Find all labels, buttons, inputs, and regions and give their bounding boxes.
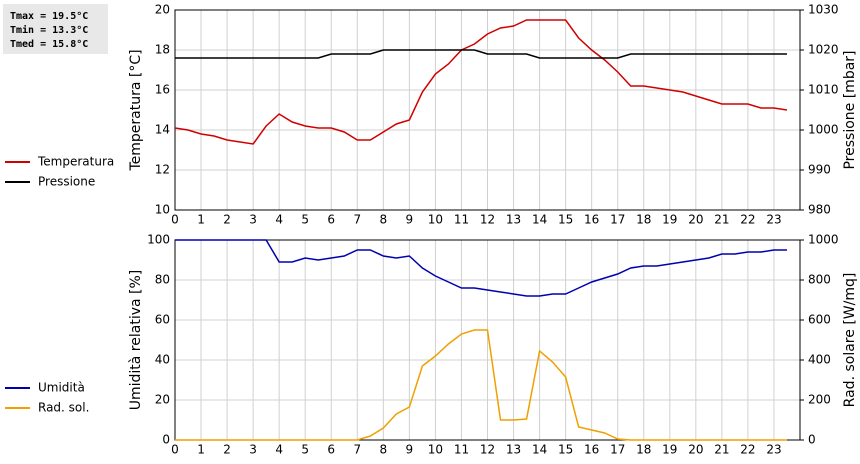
x-tick-label: 3 (249, 213, 257, 227)
y-tick-label: 14 (155, 123, 170, 137)
x-tick-label: 3 (249, 443, 257, 457)
y2-axis-title: Pressione [mbar] (842, 50, 858, 169)
series-line (175, 329, 787, 441)
y-tick-label: 16 (155, 83, 170, 97)
legend-label: Temperatura (37, 155, 114, 169)
y2-tick-label: 1020 (808, 43, 839, 57)
x-tick-label: 18 (636, 213, 651, 227)
x-tick-label: 0 (171, 443, 179, 457)
y-tick-label: 100 (147, 233, 170, 247)
y-tick-label: 20 (155, 393, 170, 407)
x-tick-label: 15 (558, 213, 573, 227)
x-tick-label: 23 (766, 443, 781, 457)
legend-label: Rad. sol. (38, 401, 89, 415)
x-tick-label: 1 (197, 443, 205, 457)
x-tick-label: 17 (610, 213, 625, 227)
x-tick-label: 4 (275, 213, 283, 227)
x-tick-label: 8 (380, 213, 388, 227)
x-tick-label: 22 (740, 443, 755, 457)
stat-text: Tmin = 13.3°C (10, 24, 88, 36)
series-line (175, 239, 787, 297)
x-tick-label: 21 (714, 213, 729, 227)
stat-text: Tmax = 19.5°C (10, 11, 88, 22)
y2-tick-label: 200 (808, 393, 831, 407)
x-tick-label: 15 (558, 443, 573, 457)
x-tick-label: 0 (171, 213, 179, 227)
x-tick-label: 13 (506, 213, 521, 227)
y-tick-label: 40 (155, 353, 170, 367)
y-tick-label: 20 (155, 3, 170, 17)
x-tick-label: 17 (610, 443, 625, 457)
y2-tick-label: 800 (808, 273, 831, 287)
y2-tick-label: 980 (808, 203, 831, 217)
y-axis-title: Temperatura [°C] (128, 49, 144, 171)
x-tick-label: 11 (454, 213, 469, 227)
plot-frame (174, 9, 801, 211)
y-axis-title: Umidità relativa [%] (128, 270, 144, 411)
plot-frame (174, 239, 801, 441)
y2-tick-label: 1010 (808, 83, 839, 97)
x-tick-label: 7 (353, 443, 361, 457)
series-line (174, 19, 788, 145)
x-tick-label: 20 (688, 213, 703, 227)
x-tick-label: 11 (454, 443, 469, 457)
x-tick-label: 4 (275, 443, 283, 457)
x-tick-label: 14 (532, 443, 547, 457)
x-tick-label: 14 (532, 213, 547, 227)
x-tick-label: 21 (714, 443, 729, 457)
x-tick-label: 9 (406, 443, 414, 457)
x-tick-label: 23 (766, 213, 781, 227)
x-tick-label: 1 (197, 213, 205, 227)
x-tick-label: 9 (406, 213, 414, 227)
x-tick-label: 22 (740, 213, 755, 227)
x-tick-label: 16 (584, 213, 599, 227)
y2-tick-label: 1000 (808, 233, 839, 247)
y2-tick-label: 400 (808, 353, 831, 367)
y2-tick-label: 1000 (808, 123, 839, 137)
x-tick-label: 20 (688, 443, 703, 457)
x-tick-label: 12 (480, 443, 495, 457)
series-line (175, 49, 787, 59)
y2-tick-label: 1030 (808, 3, 839, 17)
x-tick-label: 13 (506, 443, 521, 457)
x-tick-label: 6 (327, 213, 335, 227)
y-tick-label: 80 (155, 273, 170, 287)
x-tick-label: 18 (636, 443, 651, 457)
x-tick-label: 10 (428, 443, 443, 457)
x-tick-label: 12 (480, 213, 495, 227)
stats-box (3, 4, 108, 54)
legend-label: Pressione (38, 175, 95, 189)
x-tick-label: 19 (662, 443, 677, 457)
x-tick-label: 16 (584, 443, 599, 457)
x-tick-label: 19 (662, 213, 677, 227)
stat-text: Tmed = 15.8°C (10, 39, 88, 50)
x-tick-label: 7 (353, 213, 361, 227)
y2-tick-label: 600 (808, 313, 831, 327)
y2-tick-label: 990 (808, 163, 831, 177)
y2-tick-label: 0 (808, 433, 816, 447)
x-tick-label: 10 (428, 213, 443, 227)
x-tick-label: 6 (327, 443, 335, 457)
y-tick-label: 0 (162, 433, 170, 447)
x-tick-label: 5 (301, 213, 309, 227)
y-tick-label: 18 (155, 43, 170, 57)
y-tick-label: 12 (155, 163, 170, 177)
x-tick-label: 2 (223, 213, 231, 227)
x-tick-label: 8 (380, 443, 388, 457)
legend-label: Umidità (38, 381, 85, 395)
x-tick-label: 5 (301, 443, 309, 457)
y-tick-label: 60 (155, 313, 170, 327)
y2-axis-title: Rad. solare [W/mq] (842, 273, 858, 408)
y-tick-label: 10 (155, 203, 170, 217)
x-tick-label: 2 (223, 443, 231, 457)
